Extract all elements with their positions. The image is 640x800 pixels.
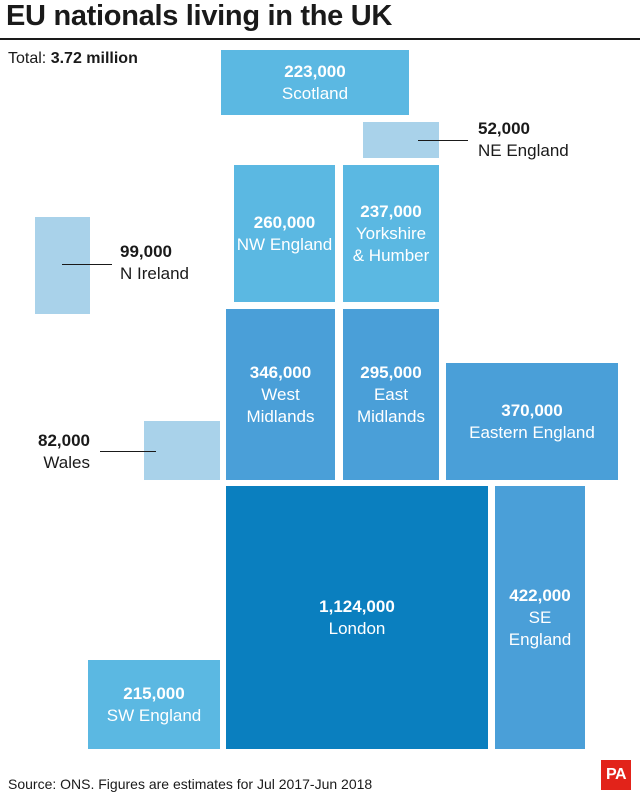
total-value: 3.72 million bbox=[50, 50, 138, 67]
region-name: Wales bbox=[43, 453, 90, 472]
leader-line-wales bbox=[100, 451, 156, 452]
region-scotland: 223,000 Scotland bbox=[221, 50, 409, 115]
region-name: NE England bbox=[478, 141, 569, 160]
region-value: 99,000 bbox=[120, 242, 172, 261]
total-prefix: Total: bbox=[8, 50, 47, 67]
title-divider bbox=[0, 38, 640, 40]
leader-line-ne-england bbox=[418, 140, 468, 141]
region-name: East Midlands bbox=[356, 384, 426, 426]
region-n-ireland bbox=[35, 217, 90, 314]
region-london: 1,124,000 London bbox=[226, 486, 488, 749]
region-value: 82,000 bbox=[38, 431, 90, 450]
source-note: Source: ONS. Figures are estimates for J… bbox=[8, 776, 373, 792]
region-value: 237,000 bbox=[360, 201, 422, 221]
total-label: Total: 3.72 million bbox=[8, 50, 138, 68]
region-value: 370,000 bbox=[501, 400, 563, 420]
region-east-midlands: 295,000 East Midlands bbox=[343, 309, 439, 480]
region-name: London bbox=[328, 618, 386, 638]
region-value: 422,000 bbox=[509, 585, 571, 605]
pa-logo: PA bbox=[601, 760, 631, 790]
region-sw-england: 215,000 SW England bbox=[88, 660, 220, 749]
region-value: 346,000 bbox=[249, 362, 312, 382]
region-value: 295,000 bbox=[360, 362, 422, 382]
region-name: NW England bbox=[236, 234, 333, 254]
region-value: 223,000 bbox=[284, 61, 346, 81]
region-value: 215,000 bbox=[123, 683, 185, 703]
region-name: Eastern England bbox=[469, 422, 595, 442]
region-west-midlands: 346,000 West Midlands bbox=[226, 309, 335, 480]
chart-title: EU nationals living in the UK bbox=[6, 0, 393, 32]
region-eastern-england: 370,000 Eastern England bbox=[446, 363, 618, 480]
region-value: 1,124,000 bbox=[319, 596, 395, 616]
region-name: West Midlands bbox=[246, 384, 315, 426]
region-name: SW England bbox=[106, 705, 202, 725]
region-yorkshire-and-humber: 237,000 Yorkshire & Humber bbox=[343, 165, 439, 302]
region-label-n-ireland: 99,000 N Ireland bbox=[120, 241, 189, 285]
region-value: 260,000 bbox=[253, 212, 316, 232]
region-label-ne-england: 52,000 NE England bbox=[478, 118, 569, 162]
region-name: SE England bbox=[508, 607, 572, 649]
region-se-england: 422,000 SE England bbox=[495, 486, 585, 749]
region-wales bbox=[144, 421, 220, 480]
region-label-wales: 82,000 Wales bbox=[30, 430, 90, 474]
region-name: Scotland bbox=[281, 83, 349, 103]
leader-line-n-ireland bbox=[62, 264, 112, 265]
region-value: 52,000 bbox=[478, 119, 530, 138]
region-name: N Ireland bbox=[120, 264, 189, 283]
region-name: Yorkshire & Humber bbox=[352, 223, 430, 265]
region-nw-england: 260,000 NW England bbox=[234, 165, 335, 302]
